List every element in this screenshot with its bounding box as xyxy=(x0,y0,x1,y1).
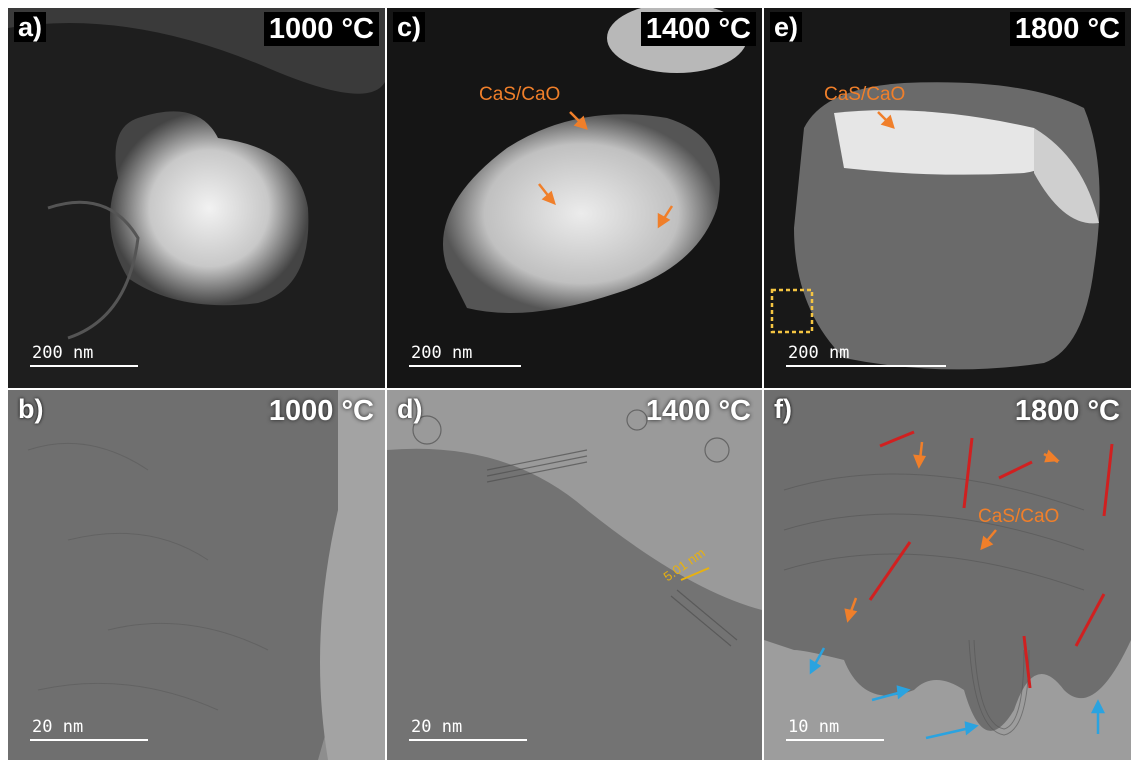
temperature-label-e: 1800 °C xyxy=(1009,12,1125,46)
panel-b: b) 1000 °C 20 nm xyxy=(8,390,385,760)
haadf-image-c xyxy=(387,8,762,388)
hrtem-image-b xyxy=(8,390,385,760)
panel-f: f) 1800 °C CaS/CaO 10 nm xyxy=(764,390,1131,760)
panel-label-b: b) xyxy=(18,394,44,424)
panel-label-c: c) xyxy=(393,12,426,42)
panel-label-d: d) xyxy=(397,394,423,424)
temperature-label-b: 1000 °C xyxy=(268,395,374,427)
panel-label-a: a) xyxy=(14,12,47,42)
scale-bar-text-c: 200 nm xyxy=(411,343,473,363)
hrtem-image-f xyxy=(764,390,1131,760)
scale-bar-text-d: 20 nm xyxy=(411,717,463,737)
scale-bar-c xyxy=(409,365,521,367)
panel-label-e: e) xyxy=(770,12,803,42)
scale-bar-a xyxy=(30,365,138,367)
panel-d: d) 1400 °C 5.01 nm 20 nm xyxy=(387,390,762,760)
haadf-image-a xyxy=(8,8,385,388)
haadf-image-e xyxy=(764,8,1131,388)
scale-bar-text-f: 10 nm xyxy=(788,717,840,737)
temperature-label-a: 1000 °C xyxy=(263,12,379,46)
scale-bar-b xyxy=(30,739,148,741)
temperature-label-c: 1400 °C xyxy=(640,12,756,46)
scale-bar-d xyxy=(409,739,527,741)
cas-cao-annotation-e: CaS/CaO xyxy=(824,84,906,105)
temperature-label-d: 1400 °C xyxy=(645,395,751,427)
scale-bar-f xyxy=(786,739,884,741)
scale-bar-text-e: 200 nm xyxy=(788,343,850,363)
scale-bar-text-b: 20 nm xyxy=(32,717,84,737)
cas-cao-annotation-c: CaS/CaO xyxy=(479,84,561,105)
hrtem-image-d xyxy=(387,390,762,760)
panel-a: a) 1000 °C 200 nm xyxy=(8,8,385,388)
panel-c: c) 1400 °C CaS/CaO 200 nm xyxy=(387,8,762,388)
scale-bar-text-a: 200 nm xyxy=(32,343,94,363)
temperature-label-f: 1800 °C xyxy=(1014,395,1120,427)
cas-cao-annotation-f: CaS/CaO xyxy=(978,506,1060,527)
scale-bar-e xyxy=(786,365,946,367)
panel-e: e) 1800 °C CaS/CaO 200 nm xyxy=(764,8,1131,388)
panel-label-f: f) xyxy=(774,394,792,424)
